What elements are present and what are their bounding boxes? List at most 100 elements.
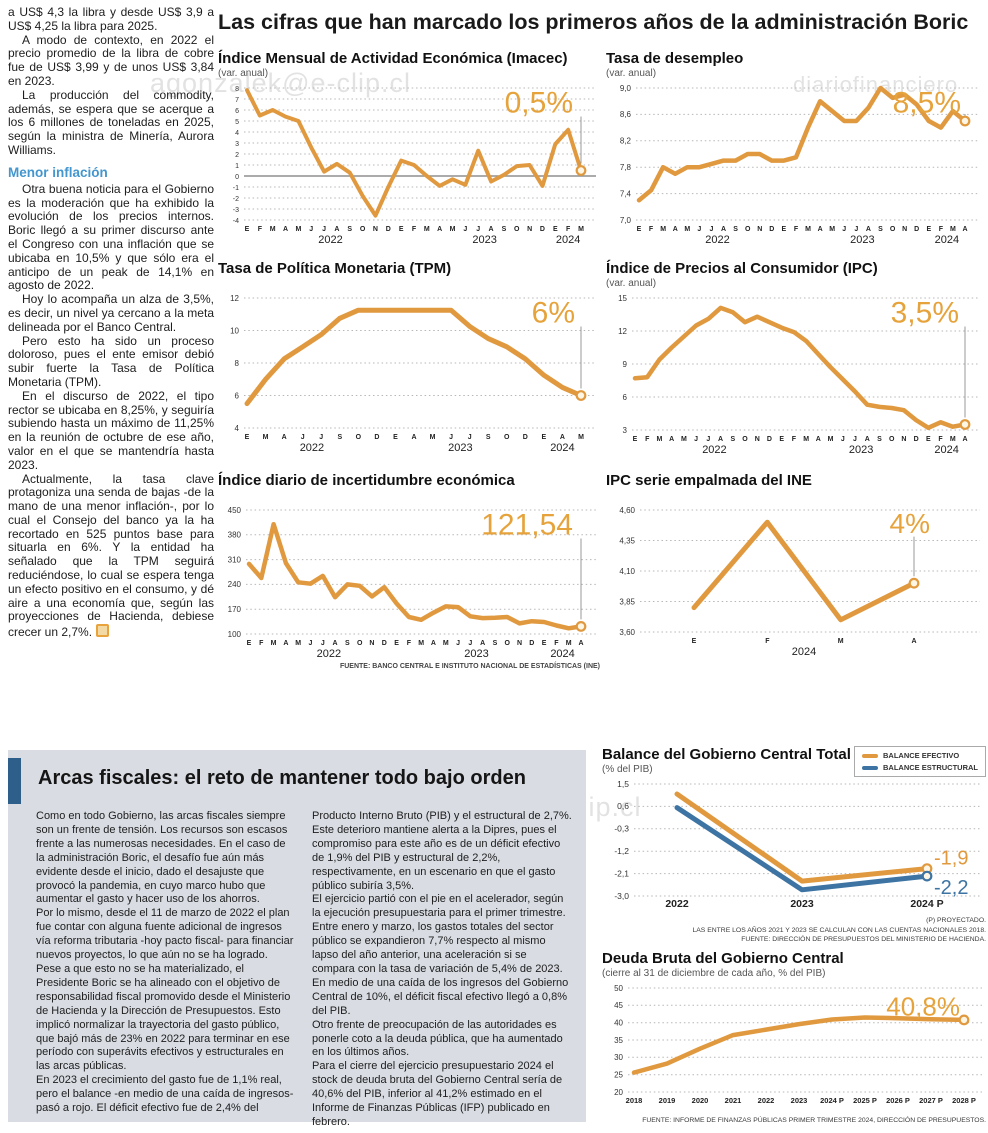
svg-text:380: 380 [228, 531, 242, 540]
svg-text:3,5%: 3,5% [891, 297, 959, 330]
svg-text:15: 15 [618, 294, 627, 303]
svg-text:O: O [890, 226, 896, 233]
svg-text:6%: 6% [532, 297, 575, 330]
desempleo-plot: 9,08,68,27,87,47,0E F M A M J J A S O N D E F M A M J J A S O… [620, 84, 980, 246]
svg-text:E: E [245, 226, 250, 233]
svg-text:E: E [926, 436, 931, 443]
svg-text:7,0: 7,0 [620, 216, 632, 225]
svg-text:M: M [578, 226, 584, 233]
svg-text:M: M [271, 640, 277, 647]
svg-text:J: J [694, 436, 698, 443]
legend-label: BALANCE ESTRUCTURAL [883, 763, 978, 772]
svg-text:N: N [373, 226, 378, 233]
chart-footnote: LAS ENTRE LOS AÑOS 2021 Y 2023 SE CALCUL… [692, 926, 986, 934]
svg-text:450: 450 [228, 506, 242, 515]
svg-text:A: A [816, 436, 821, 443]
ipc-empalmado-chart: IPC serie empalmada del INE 4,60 4,35 4,10… [606, 472, 984, 660]
svg-text:-1,9: -1,9 [934, 848, 968, 870]
svg-text:M: M [578, 434, 584, 441]
svg-text:-3: -3 [233, 207, 239, 214]
svg-text:J: J [841, 436, 845, 443]
svg-text:240: 240 [228, 580, 242, 589]
svg-text:4: 4 [235, 424, 240, 433]
svg-text:M: M [838, 638, 844, 645]
svg-text:S: S [337, 434, 342, 441]
svg-text:10: 10 [230, 326, 239, 335]
svg-text:8,2: 8,2 [620, 137, 632, 146]
svg-text:3,85: 3,85 [619, 597, 635, 606]
svg-text:N: N [517, 640, 522, 647]
panel-column-1: Como en todo Gobierno, las arcas fiscale… [36, 810, 296, 1130]
svg-text:M: M [684, 226, 690, 233]
svg-text:2019: 2019 [659, 1096, 676, 1105]
panel-paragraph: El ejercicio partió con el pie en el ace… [312, 893, 566, 975]
svg-text:A: A [411, 434, 416, 441]
incertidumbre-chart: Índice diario de incertidumbre económica… [218, 472, 600, 670]
svg-text:A: A [818, 226, 823, 233]
chart-subtitle: (cierre al 31 de diciembre de cada año, … [602, 968, 826, 979]
svg-text:S: S [877, 436, 882, 443]
panel-paragraph: En 2023 el crecimiento del gasto fue de … [36, 1074, 294, 1115]
svg-text:E: E [394, 640, 399, 647]
svg-text:6: 6 [623, 393, 628, 402]
svg-text:2022: 2022 [317, 648, 341, 660]
svg-text:F: F [566, 226, 571, 233]
svg-text:D: D [914, 226, 919, 233]
svg-text:-1,2: -1,2 [614, 846, 629, 856]
svg-text:D: D [374, 434, 379, 441]
svg-text:M: M [450, 226, 456, 233]
svg-text:O: O [357, 640, 363, 647]
article-paragraph: a US$ 4,3 la libra y desde US$ 3,9 a US$… [8, 5, 214, 33]
svg-text:2023: 2023 [448, 442, 472, 454]
panel-paragraph: En medio de una caída de los ingresos de… [312, 976, 569, 1017]
svg-text:F: F [258, 226, 263, 233]
chart-title: Índice de Precios al Consumidor (IPC) [606, 260, 878, 277]
svg-text:E: E [779, 436, 784, 443]
svg-text:M: M [681, 436, 687, 443]
svg-text:-3,0: -3,0 [614, 891, 629, 901]
svg-text:2026 P: 2026 P [886, 1096, 910, 1105]
svg-text:E: E [553, 226, 558, 233]
svg-text:8: 8 [235, 86, 239, 93]
svg-text:S: S [486, 434, 491, 441]
svg-text:121,54: 121,54 [481, 509, 573, 542]
svg-text:J: J [853, 436, 857, 443]
article-paragraph: Otra buena noticia para el Gobierno es l… [8, 181, 214, 293]
svg-text:2023: 2023 [791, 1096, 808, 1105]
imacec-chart: Índice Mensual de Actividad Económica (I… [218, 50, 600, 248]
svg-text:N: N [755, 436, 760, 443]
chart-subtitle: (var. anual) [606, 68, 657, 79]
balance-plot: 1,5 0,6 -0,3 -1,2 -2,1 -3,0 2022 2023 2024 P -1,9… [614, 779, 982, 910]
svg-text:E: E [542, 640, 547, 647]
svg-text:2028 P: 2028 P [952, 1096, 976, 1105]
svg-text:E: E [393, 434, 398, 441]
svg-text:5: 5 [235, 119, 239, 126]
article-paragraph: Hoy lo acompaña un alza de 3,5%, es deci… [8, 292, 214, 334]
svg-text:M: M [829, 226, 835, 233]
svg-text:2024: 2024 [934, 444, 958, 456]
svg-text:M: M [566, 640, 572, 647]
svg-text:J: J [456, 640, 460, 647]
svg-text:O: O [745, 226, 751, 233]
svg-text:2020: 2020 [692, 1096, 709, 1105]
svg-text:A: A [283, 226, 288, 233]
panel-columns: Como en todo Gobierno, las arcas fiscale… [36, 810, 572, 1130]
svg-text:2025 P: 2025 P [853, 1096, 877, 1105]
svg-text:E: E [245, 434, 250, 441]
svg-text:J: J [322, 226, 326, 233]
chart-title: Balance del Gobierno Central Total [602, 746, 851, 763]
svg-text:A: A [489, 226, 494, 233]
svg-text:2022: 2022 [702, 444, 726, 456]
svg-text:45: 45 [614, 1001, 623, 1010]
svg-text:A: A [333, 640, 338, 647]
legend-swatch-blue [862, 765, 878, 770]
svg-text:D: D [914, 436, 919, 443]
chart-title: IPC serie empalmada del INE [606, 472, 812, 489]
svg-text:1: 1 [235, 163, 239, 170]
svg-text:-4: -4 [233, 218, 239, 225]
svg-text:A: A [437, 226, 442, 233]
chart-title: Tasa de desempleo [606, 50, 744, 67]
svg-text:F: F [259, 640, 264, 647]
svg-text:2024 P: 2024 P [820, 1096, 844, 1105]
